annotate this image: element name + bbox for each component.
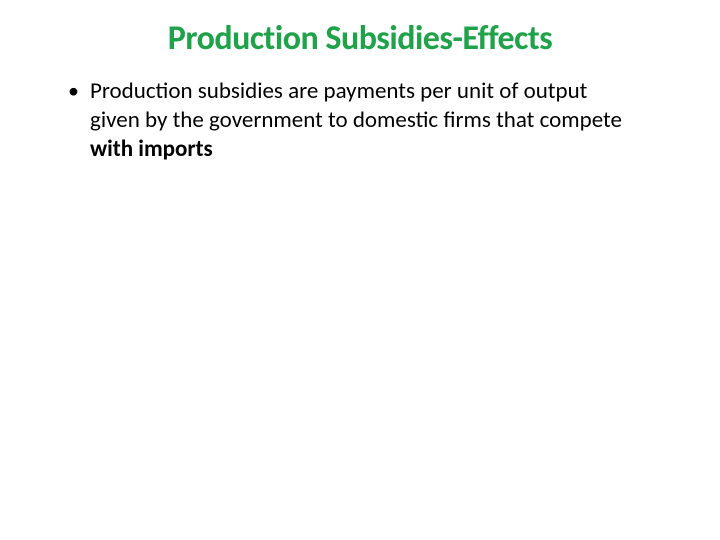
bullet-text-bold: with imports	[90, 135, 213, 163]
slide-title: Production Subsidies-Effects	[70, 18, 650, 59]
bullet-list: Production subsidies are payments per un…	[30, 77, 690, 163]
bullet-text-prefix: Production subsidies are payments per un…	[90, 77, 622, 134]
bullet-item: Production subsidies are payments per un…	[68, 77, 690, 163]
slide-container: Production Subsidies-Effects Production …	[0, 0, 720, 540]
